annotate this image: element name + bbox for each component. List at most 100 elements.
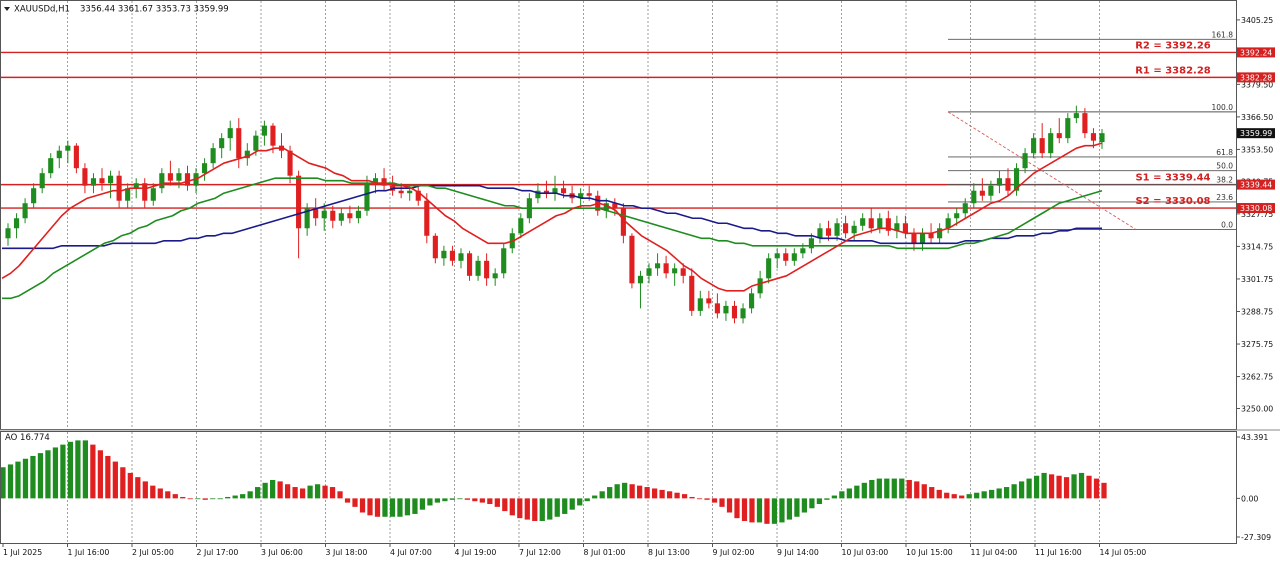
ao-bar	[105, 455, 111, 499]
candle	[39, 168, 45, 194]
price-axis-label: 3275.75	[1241, 340, 1273, 349]
candle-body	[800, 248, 806, 254]
candle-body	[441, 250, 447, 259]
fib-level-label: 61.8	[1216, 148, 1233, 157]
candle	[757, 270, 763, 299]
price-axis-label: 3366.50	[1241, 113, 1273, 122]
candle	[851, 220, 857, 241]
collapse-arrow-icon[interactable]	[4, 7, 10, 11]
candle-body	[843, 223, 849, 234]
candle	[364, 175, 370, 216]
candle	[492, 268, 498, 286]
ao-bar	[719, 498, 725, 507]
candle	[202, 158, 208, 181]
candle-body	[1073, 113, 1079, 119]
candle	[1031, 133, 1037, 159]
price-axis-label: 3405.25	[1241, 16, 1273, 25]
candle-body	[877, 218, 883, 229]
ao-bar	[996, 488, 1002, 499]
fib-level-label: 100.0	[1212, 103, 1234, 112]
candle-body	[612, 203, 618, 209]
candle	[484, 253, 490, 286]
candle	[159, 168, 165, 194]
ao-bar	[651, 488, 658, 499]
candle-body	[834, 223, 840, 236]
candle-body	[868, 218, 874, 229]
fib-trendline[interactable]	[947, 111, 1137, 230]
ao-bar	[127, 472, 133, 499]
candle-body	[937, 228, 943, 239]
ao-bar	[472, 498, 478, 502]
candle	[1022, 148, 1028, 174]
ao-bar	[532, 498, 538, 522]
ao-bar	[374, 498, 381, 517]
candle-body	[227, 128, 233, 139]
x-axis-label: 14 Jul 05:00	[1100, 548, 1147, 557]
candle	[184, 165, 191, 191]
ao-bar	[367, 498, 373, 516]
candle-body	[287, 150, 293, 176]
candle-body	[56, 150, 62, 159]
ao-bar	[547, 498, 553, 520]
ao-bar	[966, 494, 972, 499]
candle-body	[791, 253, 797, 261]
ao-bar	[854, 485, 860, 499]
fib-level-label: 0.0	[1221, 221, 1233, 230]
candle	[415, 185, 421, 206]
ao-bar	[404, 498, 411, 516]
candle-body	[1082, 113, 1088, 134]
candle	[979, 178, 985, 201]
ao-bar	[989, 489, 995, 499]
ao-bar	[180, 496, 186, 499]
candle-body	[73, 145, 79, 169]
ao-bar	[270, 479, 276, 499]
ao-bar	[607, 487, 613, 499]
ao-bar	[37, 453, 44, 499]
candle	[629, 233, 635, 289]
candle	[107, 170, 114, 199]
price-tag-text-s1: 3339.44	[1240, 181, 1272, 190]
ao-bar	[90, 444, 96, 499]
candle	[501, 243, 507, 279]
ao-bar	[1018, 481, 1025, 499]
candle	[219, 133, 225, 159]
candle-body	[449, 250, 456, 261]
candle	[1073, 105, 1079, 124]
candle-body	[48, 158, 54, 174]
candle-body	[313, 208, 319, 219]
fib-level-label: 23.6	[1216, 193, 1233, 202]
ao-bar	[1056, 475, 1062, 499]
x-axis-label: 9 Jul 02:00	[713, 548, 755, 557]
ao-bar	[1033, 475, 1040, 499]
candle-body	[825, 228, 832, 236]
candle	[603, 198, 609, 219]
candle	[167, 160, 173, 186]
candle	[56, 145, 62, 169]
ao-bar	[577, 498, 583, 506]
price-axis-label: 3301.75	[1241, 275, 1273, 284]
fibonacci-retracement[interactable]: 161.8 100.0 61.8 50.0 38.2 23.6 0.0	[947, 30, 1236, 230]
candle	[868, 208, 874, 234]
ao-bar	[637, 485, 643, 499]
ao-bar	[614, 484, 620, 499]
ao-bar	[1078, 472, 1085, 499]
price-tag-r1	[1237, 72, 1275, 83]
ao-bar	[314, 484, 321, 499]
x-axis-label: 1 Jul 16:00	[68, 548, 110, 557]
ao-bar	[457, 498, 463, 500]
candle-body	[492, 273, 498, 279]
ao-bar	[202, 498, 208, 500]
ao-bar	[622, 482, 628, 499]
ao-bar	[696, 498, 703, 500]
grid	[67, 1, 1100, 543]
candle-body	[1039, 138, 1045, 154]
ao-bar	[30, 455, 36, 499]
candle-body	[697, 298, 703, 311]
candle	[99, 168, 105, 191]
candle-body	[817, 228, 823, 239]
candle-body	[270, 125, 276, 146]
candle	[783, 248, 789, 266]
candle	[338, 208, 344, 226]
ao-bar	[562, 498, 568, 514]
ao-bar	[786, 498, 793, 520]
